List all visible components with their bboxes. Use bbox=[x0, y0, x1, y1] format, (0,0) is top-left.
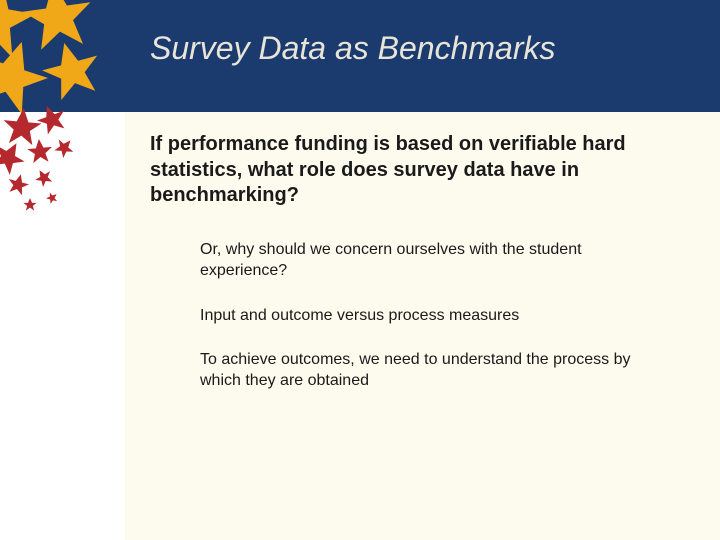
subpoint: Or, why should we concern ourselves with… bbox=[200, 240, 670, 282]
subpoint-list: Or, why should we concern ourselves with… bbox=[200, 240, 670, 416]
slide: Survey Data as Benchmarks If performance… bbox=[0, 0, 720, 540]
lead-question: If performance funding is based on verif… bbox=[150, 132, 680, 209]
subpoint: To achieve outcomes, we need to understa… bbox=[200, 350, 670, 392]
slide-title: Survey Data as Benchmarks bbox=[150, 30, 700, 67]
subpoint: Input and outcome versus process measure… bbox=[200, 306, 670, 327]
